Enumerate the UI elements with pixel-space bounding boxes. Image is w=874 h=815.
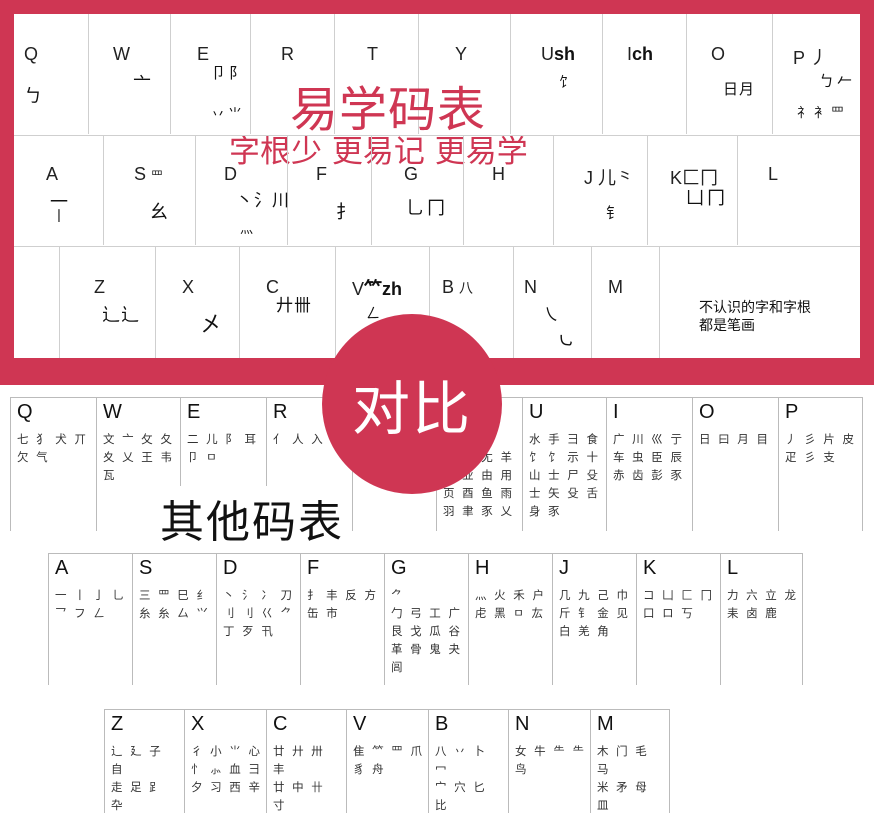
key-o: O 日月 xyxy=(687,14,773,134)
other-key-b: B八 丷 卜 冖 宀 穴 匕 比 白 贝 疒 鼻 xyxy=(428,710,508,813)
compare-badge: 对比 xyxy=(322,314,502,494)
key-s: S 罒 幺 xyxy=(104,136,196,245)
other-key-m: M木 门 毛 马 米 矛 母 皿 龙 麻 丏 xyxy=(590,710,670,813)
key-r: R xyxy=(251,14,335,134)
key-z: Z 辶辶 xyxy=(60,247,156,358)
key-b: B 八 xyxy=(430,247,514,358)
other-key-g: G ⺈ 勹 弓 工 广 艮 戈 瓜 谷 革 骨 鬼 夬 闾 xyxy=(384,554,468,685)
key-d: D 丶氵川 灬 xyxy=(196,136,289,245)
key-row-2: A 一 丨 S 罒 幺 D 丶氵川 灬 F 扌 G 乚冂 H xyxy=(14,135,860,245)
key-u: Ush 饣 xyxy=(511,14,603,134)
other-title: 其他码表 xyxy=(156,486,348,550)
key-i: Ich xyxy=(603,14,687,134)
key-y: Y xyxy=(419,14,511,134)
keyboard-panel: Q ㄅ W 亠 E 卩阝 丷⺌ R T Y Ush 饣 xyxy=(14,14,860,358)
key-row-1: Q ㄅ W 亠 E 卩阝 丷⺌ R T Y Ush 饣 xyxy=(14,14,860,134)
key-x: X 㐅 xyxy=(156,247,240,358)
key-h: H xyxy=(464,136,554,245)
key-g: G 乚冂 xyxy=(372,136,464,245)
key-n: N ㇏ ㇃ xyxy=(514,247,592,358)
key-p: P 丿 ㄅ𠂉 礻衤罒 xyxy=(793,48,856,121)
top-frame: Q ㄅ W 亠 E 卩阝 丷⺌ R T Y Ush 饣 xyxy=(0,0,874,385)
key-k: K匚冂 凵冂 xyxy=(648,136,738,245)
key-l: L xyxy=(768,164,779,184)
key-q: Q ㄅ xyxy=(14,14,89,134)
key-e: E 卩阝 丷⺌ xyxy=(171,14,251,134)
key-m: M xyxy=(592,247,660,358)
key-w: W 亠 xyxy=(89,14,171,134)
legend-note: 不认识的字和字根 都是笔画 xyxy=(699,300,811,334)
key-a: A 一 丨 xyxy=(14,136,104,245)
key-row-3: Z 辶辶 X 㐅 C 廾卌 V⺮zh ㄥ B 八 N ㇏ ㇃ xyxy=(14,246,860,358)
top-title: 易学码表 xyxy=(290,82,487,138)
key-spacer xyxy=(14,247,60,358)
key-f: F 扌 xyxy=(288,136,372,245)
top-subtitle: 字根少 更易记 更易学 xyxy=(229,134,528,170)
key-c: C 廾卌 xyxy=(240,247,336,358)
key-t: T xyxy=(335,14,419,134)
key-j: J 儿⺀ 钅 xyxy=(554,136,648,245)
key-v: V⺮zh ㄥ xyxy=(336,247,430,358)
